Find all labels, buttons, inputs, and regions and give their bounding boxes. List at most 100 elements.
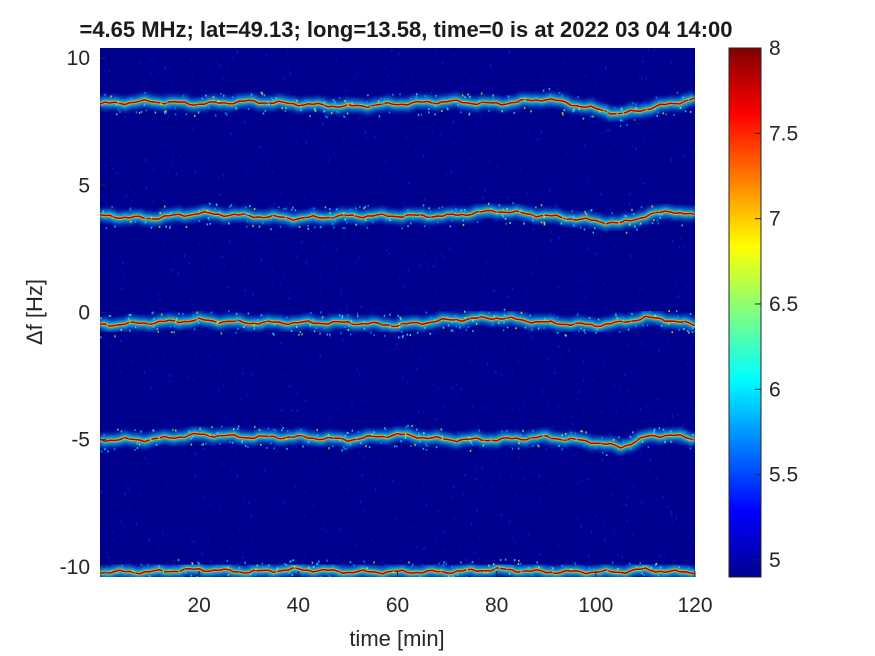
band-speckle (299, 331, 302, 333)
noise-speckle (394, 235, 396, 239)
band-speckle (599, 441, 602, 444)
noise-speckle (668, 337, 670, 341)
band-speckle (408, 561, 410, 564)
noise-speckle (162, 532, 164, 535)
plot-area (100, 48, 695, 577)
noise-speckle (443, 405, 445, 409)
noise-speckle (252, 538, 254, 542)
band-speckle (528, 566, 530, 569)
band-speckle (688, 331, 690, 334)
band-speckle (571, 218, 574, 221)
band-speckle (211, 433, 214, 436)
noise-speckle (287, 67, 289, 71)
band-speckle (460, 561, 462, 564)
band-speckle (334, 101, 336, 104)
band-speckle (427, 434, 430, 437)
band-speckle (255, 568, 257, 571)
band-speckle (540, 204, 543, 207)
band-speckle (544, 431, 547, 434)
noise-speckle (500, 373, 502, 377)
colorbar-tick-label: 5.5 (769, 464, 798, 487)
noise-speckle (117, 363, 119, 366)
band-speckle (580, 327, 582, 330)
noise-speckle (667, 505, 669, 509)
noise-speckle (624, 373, 626, 377)
noise-speckle (674, 280, 676, 284)
noise-speckle (453, 485, 455, 489)
band-speckle (518, 211, 521, 214)
band-speckle (532, 445, 534, 448)
band-speckle (228, 310, 230, 313)
band-speckle (134, 448, 136, 451)
noise-speckle (627, 343, 629, 347)
band-speckle (438, 562, 440, 565)
noise-speckle (131, 199, 133, 203)
band-speckle (332, 109, 334, 112)
band-speckle (394, 445, 396, 448)
noise-speckle (188, 385, 190, 388)
band-speckle (254, 425, 256, 428)
noise-speckle (600, 409, 602, 413)
band-speckle (144, 91, 146, 94)
colorbar-ticks: 87.576.565.55 (755, 37, 798, 572)
noise-speckle (385, 504, 387, 508)
band-speckle (412, 216, 415, 219)
noise-speckle (445, 559, 447, 563)
band-speckle (531, 328, 533, 331)
band-speckle (290, 560, 293, 563)
noise-speckle (495, 371, 497, 374)
band-speckle (518, 567, 520, 570)
band-speckle (304, 99, 307, 102)
noise-speckle (638, 75, 640, 79)
noise-speckle (617, 554, 619, 557)
noise-speckle (140, 493, 142, 496)
noise-speckle (315, 457, 317, 460)
noise-speckle (370, 310, 372, 313)
noise-speckle (434, 291, 436, 294)
band-speckle (613, 106, 616, 109)
noise-speckle (345, 90, 347, 93)
band-speckle (452, 329, 454, 332)
band-speckle (583, 228, 586, 231)
noise-speckle (272, 169, 274, 173)
noise-speckle (435, 49, 438, 53)
noise-speckle (305, 261, 307, 265)
band-speckle (509, 222, 511, 224)
noise-speckle (603, 131, 605, 134)
band-speckle (604, 222, 607, 225)
band-speckle (270, 442, 272, 445)
band-speckle (630, 447, 632, 450)
band-speckle (182, 313, 184, 316)
band-speckle (202, 443, 204, 446)
noise-speckle (104, 164, 106, 167)
noise-speckle (139, 61, 141, 64)
band-speckle (501, 430, 503, 433)
band-speckle (392, 93, 394, 96)
noise-speckle (585, 284, 587, 287)
band-speckle (147, 573, 149, 576)
band-speckle (123, 213, 126, 216)
band-speckle (155, 102, 158, 105)
band-speckle (203, 105, 206, 108)
noise-speckle (535, 260, 537, 263)
noise-speckle (294, 485, 296, 488)
noise-speckle (432, 122, 435, 126)
noise-speckle (272, 281, 274, 284)
band-speckle (694, 565, 695, 568)
noise-speckle (283, 500, 285, 504)
noise-speckle (615, 528, 617, 532)
band-speckle (407, 225, 409, 227)
colorbar: 87.576.565.55 (728, 37, 798, 578)
noise-speckle (271, 268, 273, 271)
band-speckle (355, 207, 357, 210)
band-speckle (659, 566, 662, 569)
noise-speckle (124, 492, 126, 495)
band-speckle (489, 100, 491, 103)
band-speckle (423, 432, 425, 435)
band-speckle (429, 216, 431, 219)
noise-speckle (428, 227, 430, 230)
noise-speckle (258, 239, 260, 243)
band-speckle (131, 569, 134, 572)
band-speckle (347, 103, 349, 106)
band-speckle (237, 318, 239, 321)
